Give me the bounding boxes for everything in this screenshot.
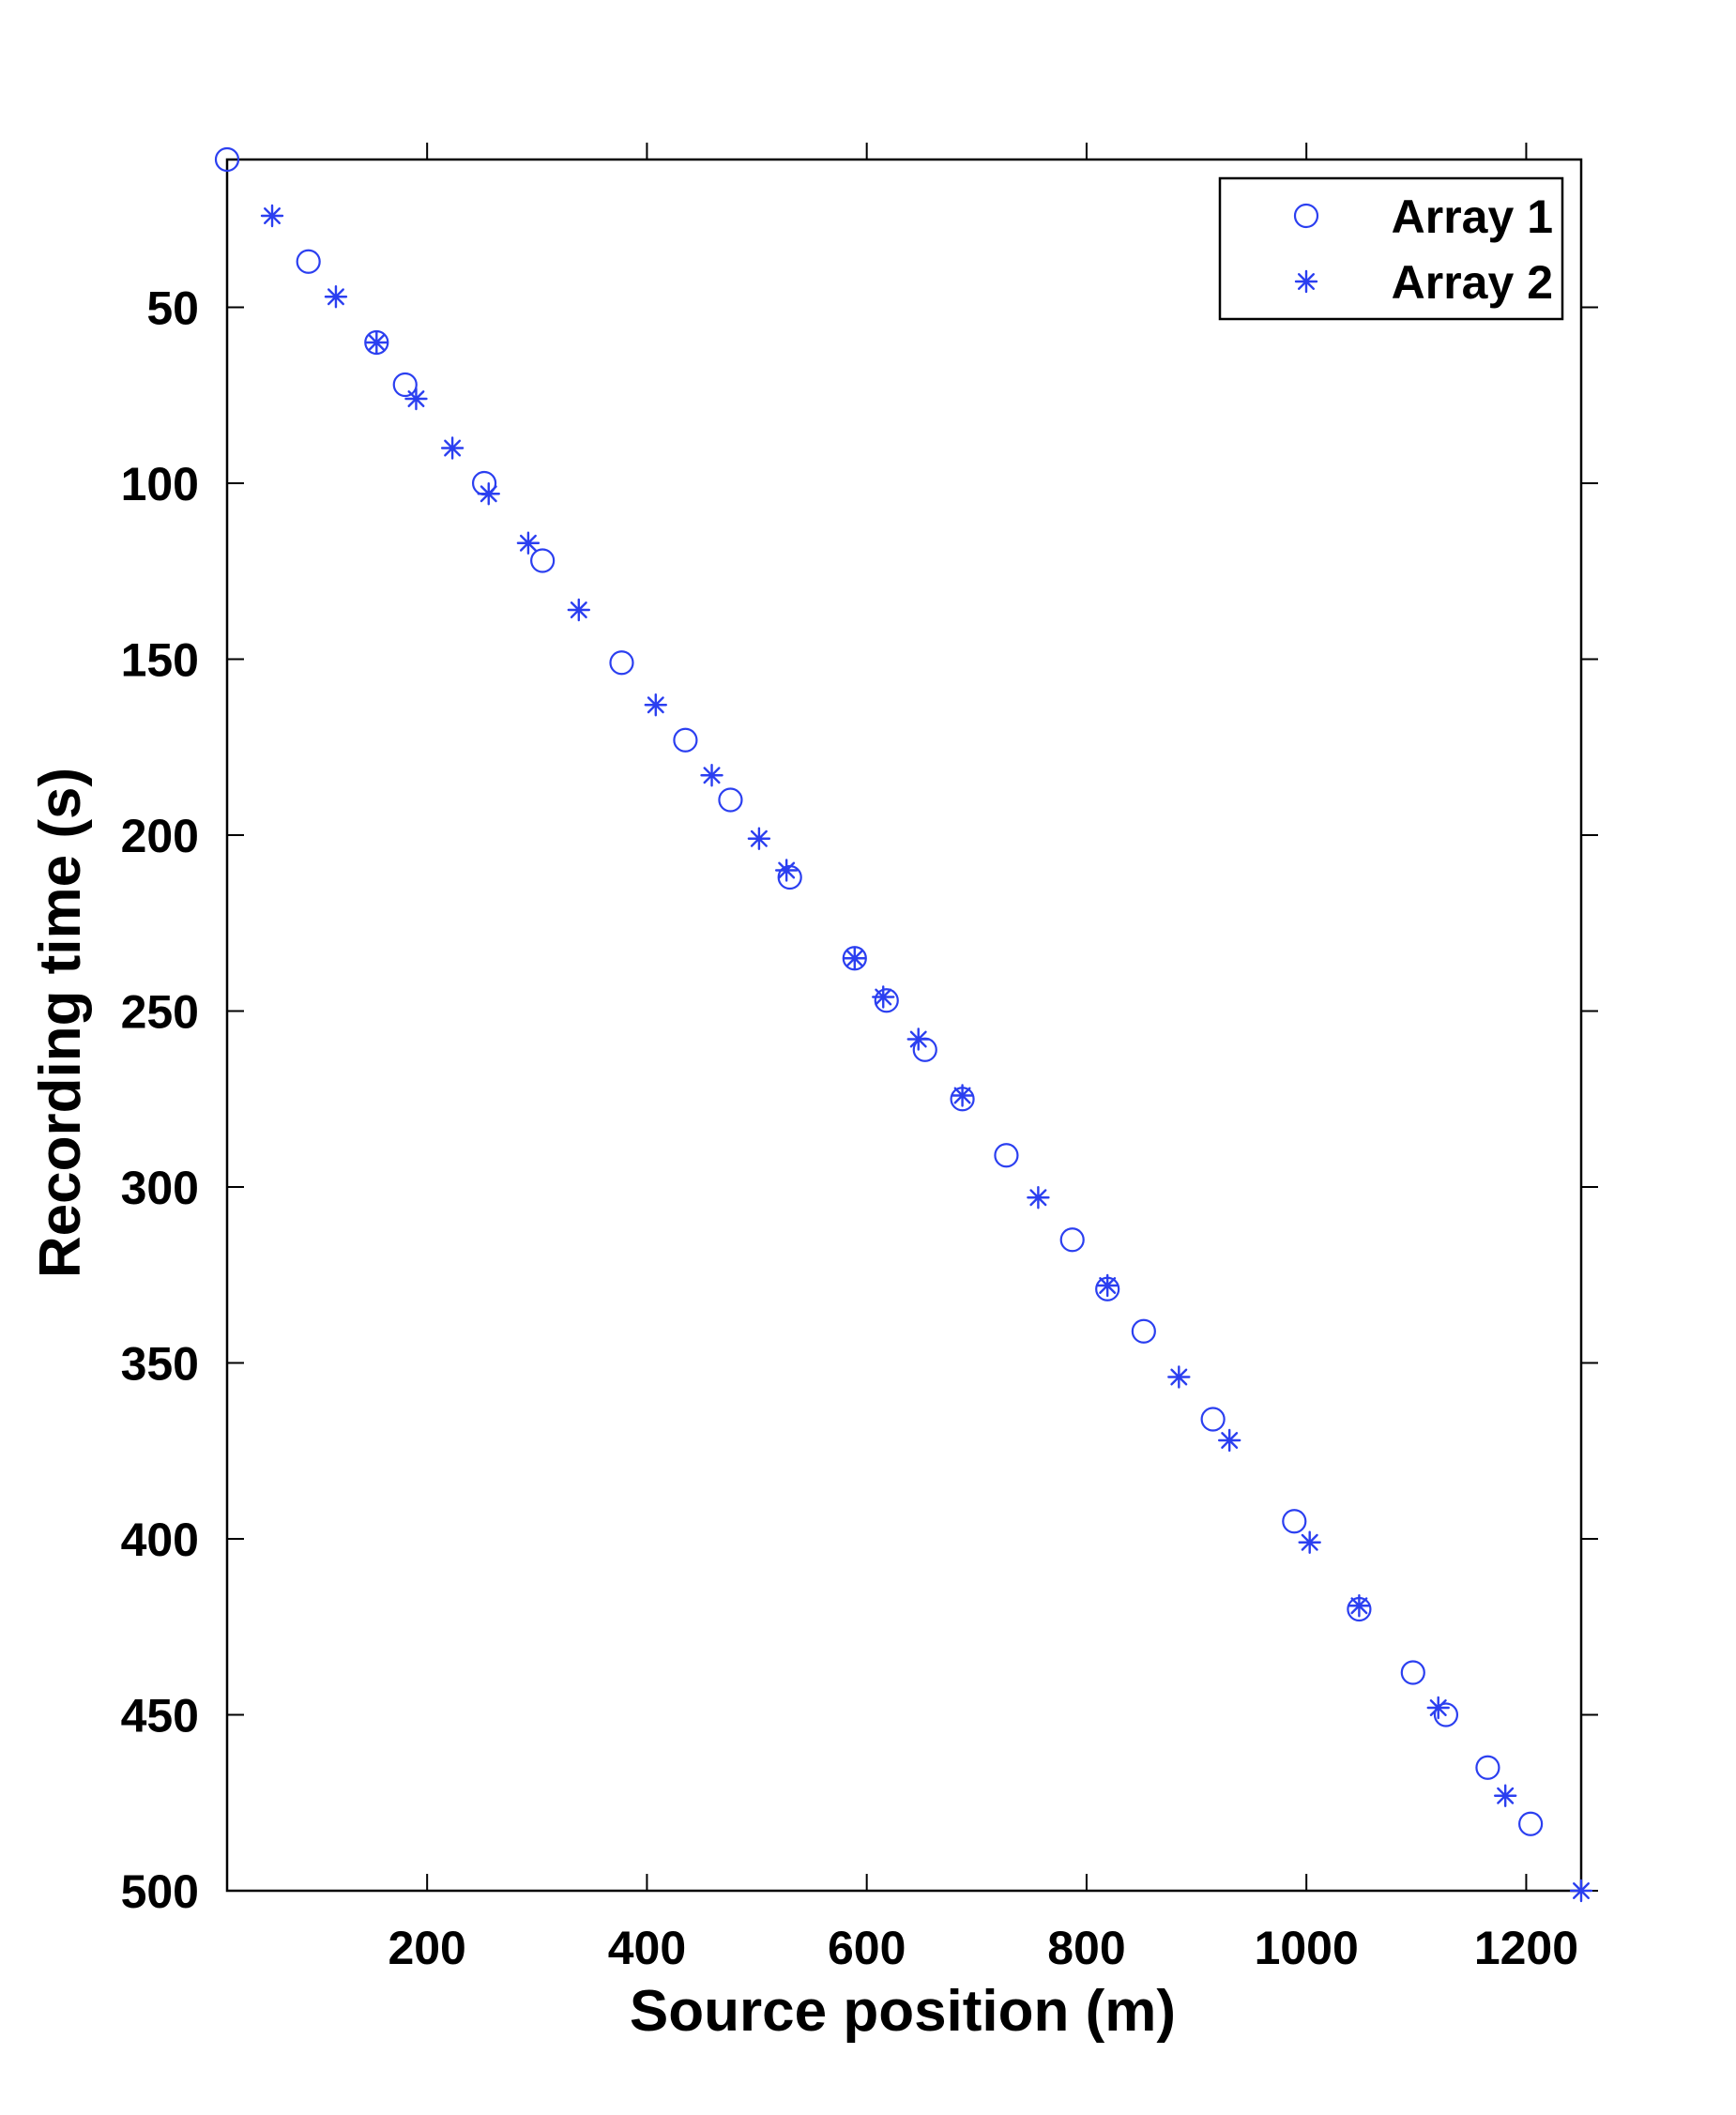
x-axis-label: Source position (m) bbox=[630, 1979, 1176, 2044]
x-tick-label: 600 bbox=[828, 1922, 906, 1974]
x-tick-label: 800 bbox=[1047, 1922, 1125, 1974]
data-point-asterisk bbox=[774, 859, 799, 882]
data-point-asterisk bbox=[516, 531, 541, 555]
axes-layer: 200 400 600 800 1000 1200 50 100 150 200 250 300 350… bbox=[121, 143, 1598, 1974]
asterisk-stroke bbox=[1350, 1597, 1368, 1615]
data-point-circle bbox=[609, 650, 634, 676]
y-tick-label: 150 bbox=[121, 634, 199, 687]
asterisk-stroke bbox=[750, 829, 768, 847]
data-point-circle bbox=[718, 787, 743, 813]
legend-label: Array 1 bbox=[1392, 190, 1553, 243]
asterisk-stroke bbox=[368, 334, 386, 351]
data-point-asterisk bbox=[951, 1084, 974, 1107]
asterisk-stroke bbox=[570, 601, 587, 618]
data-point-asterisk bbox=[365, 330, 388, 355]
data-point-asterisk bbox=[440, 436, 464, 460]
data-point-circle bbox=[673, 727, 698, 753]
asterisk-stroke bbox=[875, 988, 892, 1006]
data-point-circle bbox=[1131, 1318, 1156, 1344]
asterisk-stroke bbox=[703, 767, 721, 784]
data-point-circle bbox=[994, 1143, 1019, 1168]
legend-box bbox=[1218, 176, 1564, 321]
y-tick-label: 300 bbox=[121, 1162, 199, 1214]
legend-marker-asterisk bbox=[1294, 269, 1318, 294]
data-point-asterisk bbox=[843, 947, 866, 970]
data-point-circle bbox=[1400, 1660, 1425, 1685]
asterisk-stroke bbox=[264, 207, 282, 224]
data-point-asterisk bbox=[872, 985, 895, 1009]
y-axis-label: Recording time (s) bbox=[28, 768, 93, 1278]
asterisk-stroke bbox=[1170, 1368, 1188, 1386]
y-tick-label: 50 bbox=[146, 282, 199, 335]
data-point-circle bbox=[214, 146, 240, 173]
x-tick-label: 200 bbox=[388, 1922, 465, 1974]
y-tick-label: 350 bbox=[121, 1338, 199, 1391]
y-tick-label: 500 bbox=[121, 1865, 199, 1918]
data-point-circle bbox=[1059, 1227, 1085, 1253]
data-point-circle bbox=[1518, 1811, 1544, 1836]
asterisk-stroke bbox=[444, 439, 462, 457]
x-tick-label: 1000 bbox=[1255, 1922, 1359, 1974]
data-point-asterisk bbox=[906, 1027, 930, 1051]
data-point-circle bbox=[296, 249, 321, 274]
data-point-asterisk bbox=[477, 482, 500, 506]
asterisk-stroke bbox=[1029, 1189, 1047, 1207]
data-point-circle bbox=[530, 548, 556, 573]
data-point-asterisk bbox=[260, 204, 284, 228]
legend-marker-circle bbox=[1293, 203, 1319, 229]
asterisk-stroke bbox=[407, 390, 425, 407]
y-tick-label: 200 bbox=[121, 810, 199, 862]
plot-frame bbox=[225, 158, 1583, 1893]
data-point-circle bbox=[1475, 1755, 1500, 1780]
data-point-circle bbox=[392, 372, 418, 398]
data-point-asterisk bbox=[1217, 1428, 1241, 1453]
data-point-asterisk bbox=[324, 285, 348, 309]
y-tick-label: 250 bbox=[121, 986, 199, 1039]
data-point-asterisk bbox=[567, 598, 591, 622]
y-tick-label: 100 bbox=[121, 458, 199, 510]
data-point-circle bbox=[1282, 1509, 1307, 1534]
x-tick-label: 400 bbox=[608, 1922, 686, 1974]
asterisk-stroke bbox=[519, 534, 537, 552]
asterisk-stroke bbox=[1221, 1432, 1239, 1449]
asterisk-stroke bbox=[480, 485, 497, 503]
asterisk-stroke bbox=[909, 1030, 927, 1048]
data-point-asterisk bbox=[1348, 1594, 1371, 1618]
data-point-asterisk bbox=[1493, 1784, 1517, 1807]
y-tick-label: 400 bbox=[121, 1514, 199, 1566]
data-point-asterisk bbox=[1298, 1530, 1321, 1554]
data-point-circle bbox=[1200, 1407, 1226, 1432]
legend-label: Array 2 bbox=[1392, 256, 1553, 309]
data-point-asterisk bbox=[1569, 1879, 1593, 1903]
y-tick-label: 450 bbox=[121, 1690, 199, 1742]
asterisk-stroke bbox=[1099, 1277, 1117, 1294]
series-2 bbox=[260, 204, 1593, 1903]
asterisk-stroke bbox=[778, 861, 796, 879]
data-point-circle bbox=[874, 988, 899, 1013]
data-point-asterisk bbox=[404, 387, 428, 411]
asterisk-stroke bbox=[1429, 1699, 1447, 1716]
asterisk-stroke bbox=[1497, 1787, 1515, 1804]
asterisk-stroke bbox=[1298, 273, 1315, 290]
asterisk-stroke bbox=[327, 288, 344, 306]
legend: Array 1 Array 2 bbox=[1218, 176, 1564, 321]
data-point-asterisk bbox=[1426, 1696, 1450, 1720]
asterisk-stroke bbox=[1301, 1533, 1318, 1551]
data-point-asterisk bbox=[644, 693, 667, 717]
x-tick-label: 1200 bbox=[1474, 1922, 1578, 1974]
data-point-asterisk bbox=[1167, 1365, 1191, 1389]
asterisk-stroke bbox=[845, 950, 863, 967]
data-point-asterisk bbox=[1095, 1273, 1119, 1298]
data-point-asterisk bbox=[700, 764, 723, 787]
asterisk-stroke bbox=[953, 1087, 971, 1104]
marks-layer bbox=[214, 146, 1593, 1903]
data-point-asterisk bbox=[747, 827, 771, 850]
asterisk-stroke bbox=[647, 696, 664, 714]
data-point-circle bbox=[1433, 1702, 1459, 1727]
asterisk-stroke bbox=[1573, 1882, 1590, 1899]
data-point-asterisk bbox=[1027, 1186, 1050, 1210]
